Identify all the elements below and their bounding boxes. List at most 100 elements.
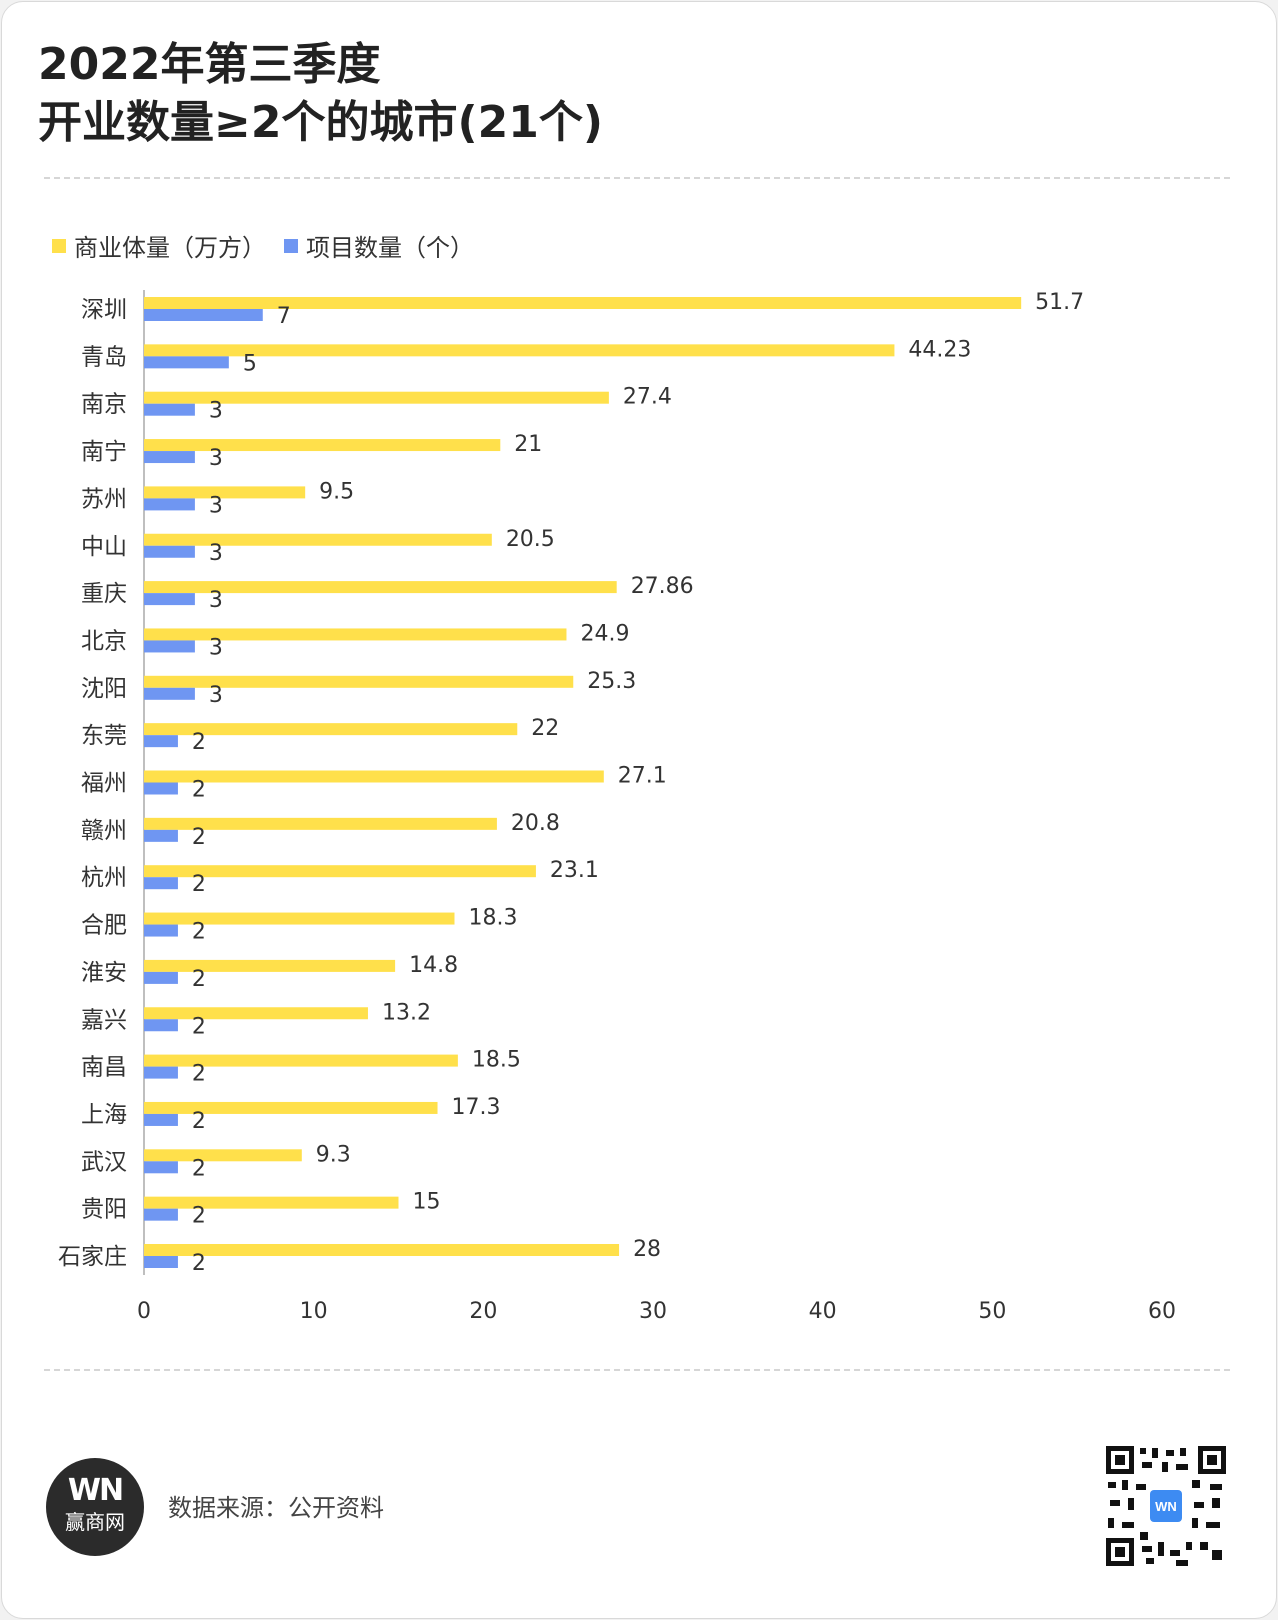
bar-count bbox=[144, 640, 195, 653]
bar-count bbox=[144, 782, 178, 795]
data-label-volume: 14.8 bbox=[409, 953, 458, 978]
brand-logo: WN 赢商网 bbox=[46, 1458, 144, 1556]
bar-count bbox=[144, 829, 178, 842]
data-label-volume: 27.1 bbox=[618, 764, 667, 789]
data-label-count: 2 bbox=[192, 1014, 206, 1039]
data-label-volume: 24.9 bbox=[580, 621, 629, 646]
data-label-count: 2 bbox=[192, 872, 206, 897]
category-label: 北京 bbox=[81, 628, 127, 654]
legend-item-volume: 商业体量（万方） bbox=[52, 228, 266, 263]
data-label-count: 3 bbox=[209, 683, 223, 708]
bar-count bbox=[144, 356, 229, 369]
data-label-count: 7 bbox=[277, 304, 291, 329]
category-label: 武汉 bbox=[81, 1149, 127, 1175]
data-label-volume: 18.5 bbox=[472, 1048, 521, 1073]
data-label-volume: 27.86 bbox=[631, 574, 694, 599]
bar-count bbox=[144, 593, 195, 606]
bar-volume bbox=[144, 865, 536, 878]
bar-volume bbox=[144, 675, 574, 688]
bottom-divider bbox=[44, 1369, 1230, 1371]
x-tick-label: 60 bbox=[1148, 1299, 1176, 1324]
data-label-volume: 17.3 bbox=[452, 1095, 501, 1120]
category-label: 深圳 bbox=[81, 297, 127, 323]
qr-center-mark: WN bbox=[1155, 1499, 1177, 1514]
legend-label-count: 项目数量（个） bbox=[306, 234, 474, 262]
data-label-volume: 15 bbox=[413, 1190, 441, 1215]
bar-volume bbox=[144, 959, 396, 972]
bar-volume bbox=[144, 1101, 438, 1114]
legend-swatch-volume bbox=[52, 238, 66, 253]
category-label: 南宁 bbox=[81, 439, 127, 465]
data-label-volume: 23.1 bbox=[550, 858, 599, 883]
x-tick-label: 10 bbox=[300, 1299, 328, 1324]
category-label: 杭州 bbox=[81, 865, 127, 891]
data-label-count: 2 bbox=[192, 1109, 206, 1134]
data-label-count: 2 bbox=[192, 967, 206, 992]
data-label-volume: 28 bbox=[633, 1237, 661, 1262]
category-label: 中山 bbox=[81, 534, 127, 560]
category-label: 重庆 bbox=[81, 581, 127, 607]
x-tick-label: 30 bbox=[639, 1299, 667, 1324]
category-label: 沈阳 bbox=[81, 676, 127, 702]
data-label-volume: 9.3 bbox=[316, 1142, 351, 1167]
brand-mark: WN bbox=[67, 1473, 124, 1508]
bar-count bbox=[144, 924, 178, 937]
data-label-volume: 13.2 bbox=[382, 1000, 431, 1025]
title-line-2: 开业数量≥2个的城市(21个) bbox=[38, 97, 603, 148]
bar-count bbox=[144, 1208, 178, 1221]
category-label: 贵阳 bbox=[81, 1197, 127, 1223]
bar-volume bbox=[144, 770, 604, 783]
data-label-volume: 20.5 bbox=[506, 527, 555, 552]
category-label: 淮安 bbox=[81, 960, 127, 986]
title-line-1: 2022年第三季度 bbox=[38, 39, 381, 90]
data-label-count: 2 bbox=[192, 920, 206, 945]
category-label: 上海 bbox=[81, 1102, 127, 1128]
category-label: 合肥 bbox=[81, 913, 127, 939]
bar-volume bbox=[144, 533, 492, 546]
data-label-count: 2 bbox=[192, 1251, 206, 1276]
bar-count bbox=[144, 545, 195, 558]
bar-count bbox=[144, 498, 195, 511]
data-label-count: 2 bbox=[192, 1156, 206, 1181]
data-label-count: 3 bbox=[209, 541, 223, 566]
data-label-count: 3 bbox=[209, 588, 223, 613]
bar-volume bbox=[144, 439, 501, 452]
bar-count bbox=[144, 1161, 178, 1174]
bar-volume bbox=[144, 1054, 458, 1067]
bar-count bbox=[144, 309, 263, 321]
data-label-count: 3 bbox=[209, 446, 223, 471]
category-label: 苏州 bbox=[81, 486, 127, 512]
bar-volume bbox=[144, 723, 518, 736]
qr-code-icon: WN bbox=[1106, 1446, 1226, 1566]
data-label-count: 5 bbox=[243, 351, 257, 376]
bar-volume bbox=[144, 581, 617, 594]
category-label: 南京 bbox=[81, 392, 127, 418]
bar-count bbox=[144, 687, 195, 700]
data-label-volume: 51.7 bbox=[1035, 290, 1084, 315]
bar-count bbox=[144, 1066, 178, 1079]
bar-volume bbox=[144, 486, 306, 499]
bar-volume bbox=[144, 344, 895, 357]
bar-count bbox=[144, 735, 178, 748]
top-divider bbox=[44, 177, 1230, 179]
bar-volume bbox=[144, 391, 609, 404]
category-label: 青岛 bbox=[81, 344, 127, 370]
x-tick-label: 0 bbox=[137, 1299, 151, 1324]
data-label-count: 2 bbox=[192, 730, 206, 755]
data-label-count: 3 bbox=[209, 635, 223, 660]
data-label-volume: 18.3 bbox=[468, 906, 517, 931]
x-tick-label: 20 bbox=[469, 1299, 497, 1324]
legend-item-count: 项目数量（个） bbox=[284, 228, 474, 263]
data-label-count: 3 bbox=[209, 493, 223, 518]
data-label-volume: 25.3 bbox=[587, 669, 636, 694]
bar-count bbox=[144, 1113, 178, 1126]
data-label-volume: 44.23 bbox=[908, 337, 971, 362]
data-label-count: 2 bbox=[192, 825, 206, 850]
category-label: 石家庄 bbox=[58, 1244, 127, 1270]
bar-volume bbox=[144, 817, 497, 830]
x-tick-label: 50 bbox=[978, 1299, 1006, 1324]
bar-volume bbox=[144, 1007, 368, 1020]
data-label-volume: 27.4 bbox=[623, 385, 672, 410]
data-label-count: 2 bbox=[192, 1062, 206, 1087]
